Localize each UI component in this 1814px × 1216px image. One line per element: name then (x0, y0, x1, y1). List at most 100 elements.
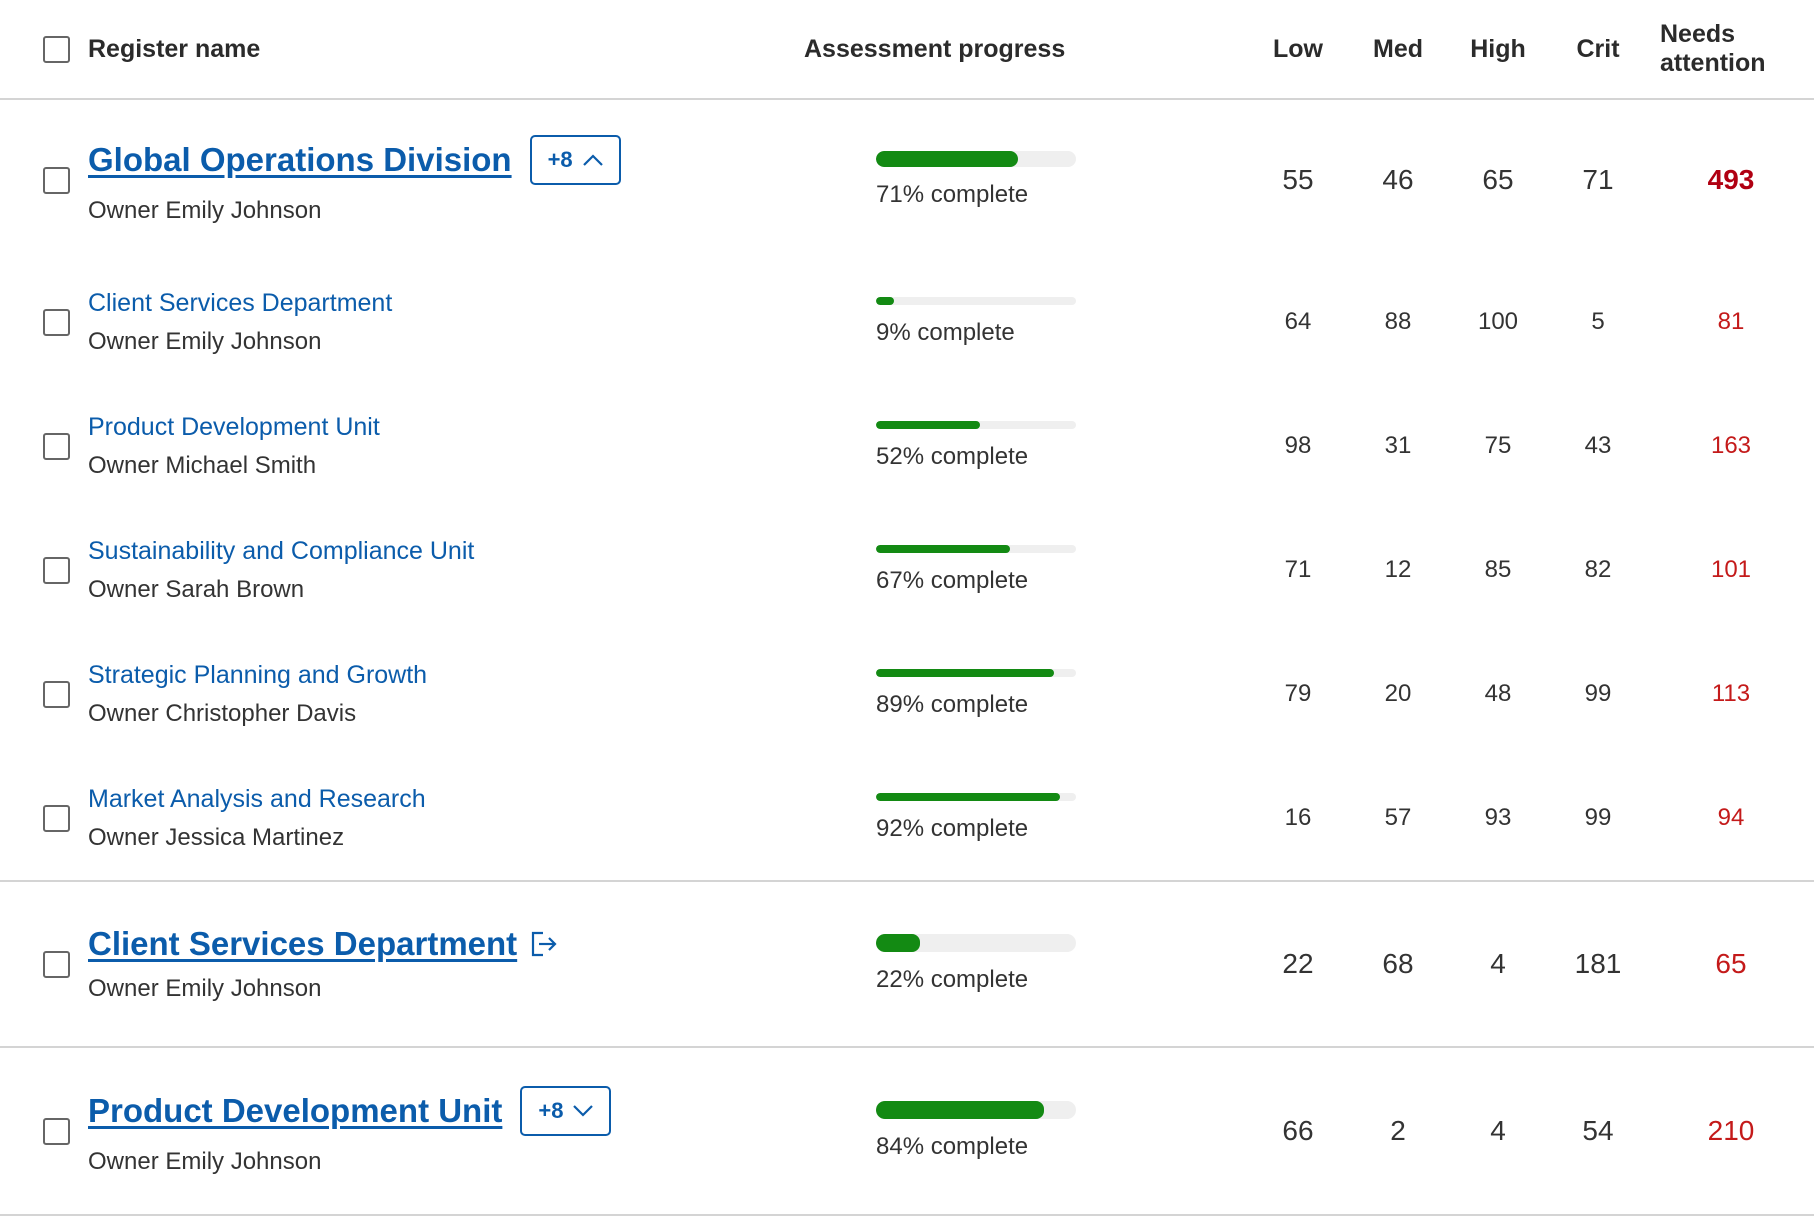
progress-bar (876, 793, 1076, 801)
progress-cell: 92% complete (818, 793, 1248, 843)
child-row: Sustainability and Compliance Unit Owner… (0, 508, 1814, 632)
child-register-owner: Owner Michael Smith (88, 451, 317, 479)
child-checkbox[interactable] (43, 680, 70, 708)
progress-cell: 67% complete (818, 545, 1248, 595)
med-count: 20 (1384, 680, 1412, 707)
progress-cell: 52% complete (818, 421, 1248, 471)
child-register-link[interactable]: Strategic Planning and Growth (88, 660, 428, 689)
child-register-link[interactable]: Market Analysis and Research (88, 784, 426, 813)
header-assessment-progress[interactable]: Assessment progress (804, 34, 1066, 63)
crit-count: 43 (1584, 432, 1612, 459)
progress-label: 84% complete (876, 1133, 1029, 1160)
progress-bar (876, 421, 1076, 429)
child-checkbox[interactable] (43, 308, 70, 336)
children-count-badge: +8 (547, 147, 573, 172)
crit-count: 99 (1584, 804, 1612, 831)
external-link-icon[interactable] (529, 929, 559, 959)
crit-count: 5 (1591, 308, 1605, 335)
register-group: Client Services Department Owner Emily J… (0, 882, 1814, 1048)
progress-label: 67% complete (876, 567, 1029, 594)
progress-bar (876, 297, 1076, 305)
progress-label: 52% complete (876, 443, 1029, 470)
select-all-checkbox[interactable] (43, 35, 70, 63)
header-high[interactable]: High (1470, 34, 1526, 63)
register-name-link[interactable]: Client Services Department (88, 925, 518, 962)
progress-label: 71% complete (876, 181, 1029, 208)
child-register-link[interactable]: Sustainability and Compliance Unit (88, 536, 475, 565)
low-count: 22 (1282, 948, 1314, 979)
header-needs-attention[interactable]: Needs attention (1660, 20, 1766, 77)
needs-attention-count: 163 (1710, 432, 1752, 459)
table-row: Global Operations Division +8 Owner Emil… (0, 100, 1814, 260)
register-name-link[interactable]: Product Development Unit (88, 1092, 503, 1129)
header-med[interactable]: Med (1373, 34, 1423, 63)
low-count: 55 (1282, 164, 1314, 195)
child-register-owner: Owner Jessica Martinez (88, 823, 345, 851)
crit-count: 71 (1582, 164, 1614, 195)
table-row: Client Services Department Owner Emily J… (0, 882, 1814, 1046)
low-count: 98 (1284, 432, 1312, 459)
progress-bar (876, 1101, 1076, 1119)
row-checkbox[interactable] (43, 1117, 70, 1145)
table-row: Product Development Unit +8 Owner Emily … (0, 1048, 1814, 1214)
progress-bar (876, 934, 1076, 952)
med-count: 2 (1390, 1115, 1406, 1146)
crit-count: 99 (1584, 680, 1612, 707)
row-checkbox[interactable] (43, 950, 70, 978)
table-header: Register name Assessment progress Low Me… (0, 0, 1814, 100)
high-count: 48 (1484, 680, 1512, 707)
child-checkbox[interactable] (43, 556, 70, 584)
low-count: 64 (1284, 308, 1312, 335)
header-low[interactable]: Low (1273, 34, 1323, 63)
progress-cell: 22% complete (818, 934, 1248, 994)
child-row: Client Services Department Owner Emily J… (0, 260, 1814, 384)
low-count: 79 (1284, 680, 1312, 707)
crit-count: 82 (1584, 556, 1612, 583)
child-register-owner: Owner Sarah Brown (88, 575, 305, 603)
needs-attention-count: 81 (1717, 308, 1745, 335)
chevron-down-icon (573, 1105, 594, 1117)
needs-attention-count: 493 (1707, 164, 1755, 195)
child-register-link[interactable]: Product Development Unit (88, 412, 380, 441)
high-count: 4 (1490, 1115, 1506, 1146)
child-register-owner: Owner Emily Johnson (88, 327, 322, 355)
progress-label: 9% complete (876, 319, 1015, 346)
progress-label: 22% complete (876, 966, 1029, 993)
child-register-link[interactable]: Client Services Department (88, 288, 393, 317)
high-count: 85 (1484, 556, 1512, 583)
register-name-link[interactable]: Global Operations Division (88, 141, 512, 178)
med-count: 46 (1382, 164, 1414, 195)
med-count: 31 (1384, 432, 1412, 459)
expand-children-button[interactable]: +8 (520, 1086, 612, 1136)
progress-cell: 71% complete (818, 151, 1248, 209)
child-checkbox[interactable] (43, 432, 70, 460)
register-owner: Owner Emily Johnson (88, 975, 322, 1002)
header-crit[interactable]: Crit (1576, 34, 1620, 63)
high-count: 93 (1484, 804, 1512, 831)
needs-attention-count: 65 (1715, 948, 1747, 979)
crit-count: 54 (1582, 1115, 1614, 1146)
med-count: 57 (1384, 804, 1412, 831)
low-count: 71 (1284, 556, 1312, 583)
low-count: 16 (1284, 804, 1312, 831)
needs-attention-count: 210 (1707, 1115, 1755, 1146)
register-owner: Owner Emily Johnson (88, 1148, 322, 1175)
high-count: 4 (1490, 948, 1506, 979)
med-count: 68 (1382, 948, 1414, 979)
expand-children-button[interactable]: +8 (529, 135, 621, 185)
med-count: 12 (1384, 556, 1412, 583)
progress-cell: 84% complete (818, 1101, 1248, 1161)
needs-attention-count: 113 (1711, 680, 1751, 707)
progress-bar (876, 151, 1076, 167)
needs-attention-count: 94 (1717, 804, 1745, 831)
row-checkbox[interactable] (43, 166, 70, 194)
child-checkbox[interactable] (43, 804, 70, 832)
high-count: 65 (1482, 164, 1514, 195)
children-count-badge: +8 (538, 1098, 564, 1123)
child-row: Product Development Unit Owner Michael S… (0, 384, 1814, 508)
header-register-name[interactable]: Register name (88, 34, 261, 63)
child-row: Strategic Planning and Growth Owner Chri… (0, 632, 1814, 756)
progress-cell: 89% complete (818, 669, 1248, 719)
child-register-owner: Owner Christopher Davis (88, 699, 357, 727)
